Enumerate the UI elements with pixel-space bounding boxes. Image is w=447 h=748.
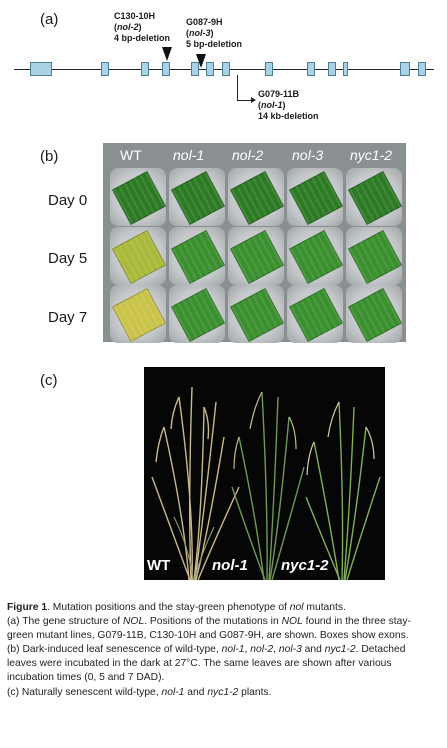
row-label: Day 5 <box>48 250 88 267</box>
mutation-marker-g087 <box>196 54 206 68</box>
leaf-well <box>346 227 403 285</box>
leaf-well <box>228 227 285 285</box>
caption-panel-c: (c) Naturally senescent wild-type, nol-1… <box>7 686 272 698</box>
leaf-sample <box>288 229 344 285</box>
exon <box>191 62 199 76</box>
exon <box>328 62 336 76</box>
leaf-well <box>169 168 226 226</box>
column-header: WT <box>120 147 142 163</box>
leaf-sample <box>229 170 285 226</box>
deletion-arrow <box>237 100 253 101</box>
leaf-well <box>287 168 344 226</box>
figure-caption: Figure 1. Mutation positions and the sta… <box>7 601 435 700</box>
leaf-sample <box>347 170 403 226</box>
leaf-sample <box>229 287 285 343</box>
leaf-sample <box>111 229 167 285</box>
exon <box>162 62 170 76</box>
column-header: nol-3 <box>292 147 324 163</box>
exon <box>307 62 315 76</box>
leaf-well <box>228 168 285 226</box>
column-header: nyc1-2 <box>350 147 393 163</box>
plant-label: nol-1 <box>212 557 248 574</box>
leaf-sample <box>170 229 226 285</box>
leaf-well <box>169 285 226 343</box>
exon <box>206 62 214 76</box>
mutation-description: 4 bp-deletion <box>114 33 170 43</box>
plants-photo: WT nol-1 nyc1-2 <box>144 367 385 580</box>
leaf-well <box>110 285 167 343</box>
leaf-well <box>110 168 167 226</box>
leaf-sample <box>170 287 226 343</box>
plant-label: WT <box>147 557 171 574</box>
rice-plants-illustration <box>151 386 381 580</box>
caption-panel-a: (a) The gene structure of NOL. Positions… <box>7 616 411 642</box>
leaf-sample <box>347 229 403 285</box>
leaf-well <box>228 285 285 343</box>
arrowhead-icon <box>251 97 256 103</box>
panel-a-label: (a) <box>40 11 59 28</box>
leaf-sample <box>111 287 167 343</box>
mutation-marker-c130 <box>162 47 172 61</box>
leaf-well <box>346 168 403 226</box>
leaf-sample <box>288 170 344 226</box>
row-label: Day 0 <box>48 192 88 209</box>
leaf-well <box>287 285 344 343</box>
exon <box>400 62 410 76</box>
mutation-label-g079: G079-11B (nol-1) 14 kb-deletion <box>258 89 319 122</box>
mutation-allele: (nol-1) <box>258 100 286 110</box>
leaf-sample <box>229 229 285 285</box>
leaf-well <box>346 285 403 343</box>
exon <box>343 62 348 76</box>
exon <box>141 62 149 76</box>
exon <box>418 62 426 76</box>
row-label: Day 7 <box>48 309 88 326</box>
leaf-sample <box>347 287 403 343</box>
caption-panel-b: (b) Dark-induced leaf senescence of wild… <box>7 644 406 684</box>
plant-label: nyc1-2 <box>281 557 329 574</box>
leaf-sample <box>288 287 344 343</box>
exon <box>265 62 273 76</box>
deletion-arrow <box>237 75 238 101</box>
leaf-well <box>110 227 167 285</box>
mutation-line-name: G087-9H <box>186 17 223 27</box>
mutation-line-name: G079-11B <box>258 89 300 99</box>
exon <box>101 62 109 76</box>
mutation-label-c130: C130-10H (nol-2) 4 bp-deletion <box>114 11 170 44</box>
leaf-sample <box>111 170 167 226</box>
mutation-description: 14 kb-deletion <box>258 111 319 121</box>
exon <box>30 62 52 76</box>
column-header: nol-1 <box>173 147 205 163</box>
column-header: nol-2 <box>232 147 264 163</box>
mutation-allele: (nol-3) <box>186 28 214 38</box>
mutation-description: 5 bp-deletion <box>186 39 242 49</box>
caption-title: Figure 1. Mutation positions and the sta… <box>7 602 346 613</box>
mutation-allele: (nol-2) <box>114 22 142 32</box>
panel-b-label: (b) <box>40 148 59 165</box>
panel-c-label: (c) <box>40 372 58 389</box>
leaf-well <box>169 227 226 285</box>
leaf-sample <box>170 170 226 226</box>
mutation-label-g087: G087-9H (nol-3) 5 bp-deletion <box>186 17 242 50</box>
exon <box>222 62 230 76</box>
leaf-well <box>287 227 344 285</box>
mutation-line-name: C130-10H <box>114 11 156 21</box>
